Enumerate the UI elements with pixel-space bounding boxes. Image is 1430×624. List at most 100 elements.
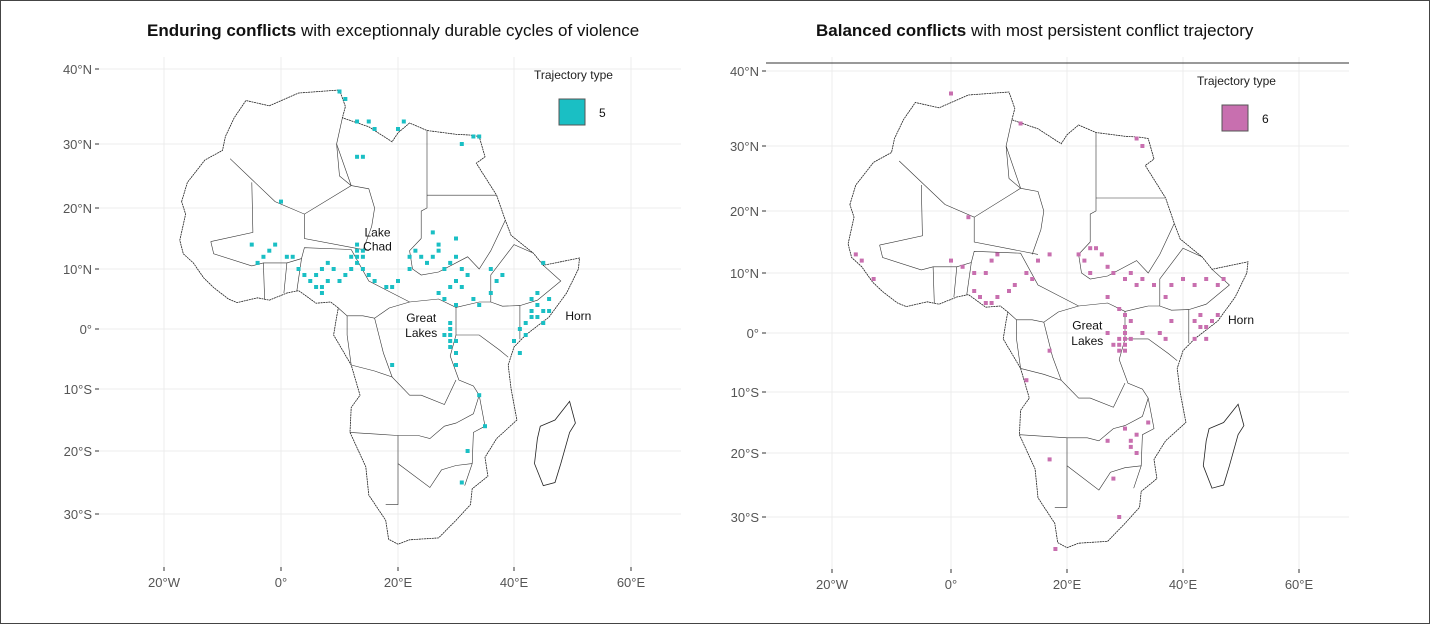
conflict-cell [547, 309, 552, 313]
conflict-cell [349, 267, 354, 271]
conflict-cell [390, 363, 395, 367]
conflict-cell [407, 254, 412, 259]
conflict-cell [529, 309, 534, 313]
country-border [1043, 322, 1062, 381]
country-border [1054, 437, 1068, 508]
conflict-cell [384, 285, 389, 289]
conflict-cell [978, 295, 982, 299]
conflict-cell [419, 254, 424, 259]
conflict-cell [430, 254, 435, 259]
conflict-cell [355, 248, 360, 253]
conflict-cell [1047, 457, 1052, 462]
conflict-cell [413, 248, 418, 253]
conflict-cell [517, 327, 522, 331]
conflict-cell [989, 258, 994, 263]
conflict-cell [1024, 271, 1029, 275]
legend-value: 5 [599, 106, 606, 120]
conflict-cell [1134, 283, 1139, 287]
country-border [449, 307, 486, 486]
conflict-cell [366, 119, 371, 124]
conflict-cell [1204, 336, 1209, 341]
conflict-cell [529, 315, 534, 319]
conflict-cell [500, 273, 505, 277]
conflict-cell [477, 393, 482, 398]
legend-title: Trajectory type [1197, 74, 1276, 88]
country-border [1016, 319, 1021, 369]
conflict-cell [1036, 258, 1040, 263]
conflict-cell [541, 309, 546, 313]
conflict-cell [448, 285, 453, 289]
conflict-cell [1140, 331, 1145, 335]
conflict-cell [454, 339, 458, 343]
x-tick-label: 60°E [1285, 577, 1314, 592]
conflict-cell [454, 303, 458, 307]
conflict-cell [1094, 246, 1098, 251]
conflict-cell [1128, 438, 1133, 443]
country-border [349, 395, 480, 439]
country-border [490, 244, 534, 302]
conflict-cell [1117, 348, 1122, 353]
conflict-cell [1047, 348, 1052, 353]
country-border [374, 318, 393, 378]
conflict-cell [966, 215, 971, 220]
conflict-cell [1163, 336, 1168, 341]
conflict-cell [1123, 426, 1127, 431]
conflict-cell [972, 289, 977, 293]
y-tick-label: 30°S [64, 507, 93, 522]
conflict-cell [308, 279, 313, 283]
y-tick-label: 10°N [63, 262, 92, 277]
conflict-cell [488, 267, 493, 271]
conflict-cell [396, 127, 400, 131]
conflict-cell [1152, 283, 1156, 287]
conflict-cell [535, 315, 540, 319]
right-panel-title: Balanced conflicts with most persistent … [816, 21, 1253, 41]
conflict-cell [396, 279, 400, 283]
x-tick-label: 20°E [384, 575, 413, 590]
conflict-cell [853, 252, 858, 257]
left-panel-title: Enduring conflicts with exceptionnaly du… [147, 21, 639, 41]
madagascar-outline [534, 400, 576, 487]
conflict-cell [471, 297, 476, 301]
conflict-cell [284, 254, 289, 259]
y-tick-label: 20°S [731, 446, 760, 461]
conflict-cell [1123, 277, 1127, 281]
conflict-cell [1088, 246, 1093, 251]
country-border [1188, 269, 1230, 310]
conflict-cell [1169, 283, 1174, 287]
conflict-cell [355, 242, 360, 247]
country-border [229, 117, 352, 215]
conflict-cell [477, 303, 482, 307]
left-title-rest: with exceptionnaly durable cycles of vio… [296, 21, 640, 40]
x-tick-label: 20°W [816, 577, 849, 592]
region-label: Lakes [405, 326, 437, 340]
country-border [338, 301, 410, 319]
region-label: Lakes [1071, 334, 1103, 348]
conflict-cell [983, 301, 988, 305]
conflict-cell [448, 260, 453, 265]
y-tick-label: 30°N [63, 137, 92, 152]
conflict-cell [477, 134, 482, 139]
conflict-cell [407, 267, 412, 271]
region-label: Lake [365, 226, 391, 240]
conflict-cell [459, 267, 464, 271]
conflict-cell [1140, 144, 1145, 148]
conflict-cell [355, 254, 360, 259]
conflict-cell [1210, 319, 1214, 323]
conflict-cell [325, 279, 330, 283]
conflict-cell [1128, 336, 1133, 341]
conflict-cell [1076, 252, 1081, 257]
africa-coastline [179, 89, 580, 545]
conflict-cell [1053, 547, 1058, 551]
country-border [953, 266, 958, 298]
conflict-cell [529, 297, 534, 301]
conflict-cell [1204, 277, 1209, 281]
conflict-cell [1192, 283, 1197, 287]
conflict-cell [1192, 336, 1197, 341]
country-border [1089, 132, 1097, 242]
conflict-cell [535, 291, 540, 295]
conflict-cell [1111, 476, 1116, 481]
country-border [210, 182, 254, 242]
right-map-panel: Great Lakes Horn 40°N 30°N 20°N 10°N 0° 10°S 20°S… [730, 57, 1349, 592]
